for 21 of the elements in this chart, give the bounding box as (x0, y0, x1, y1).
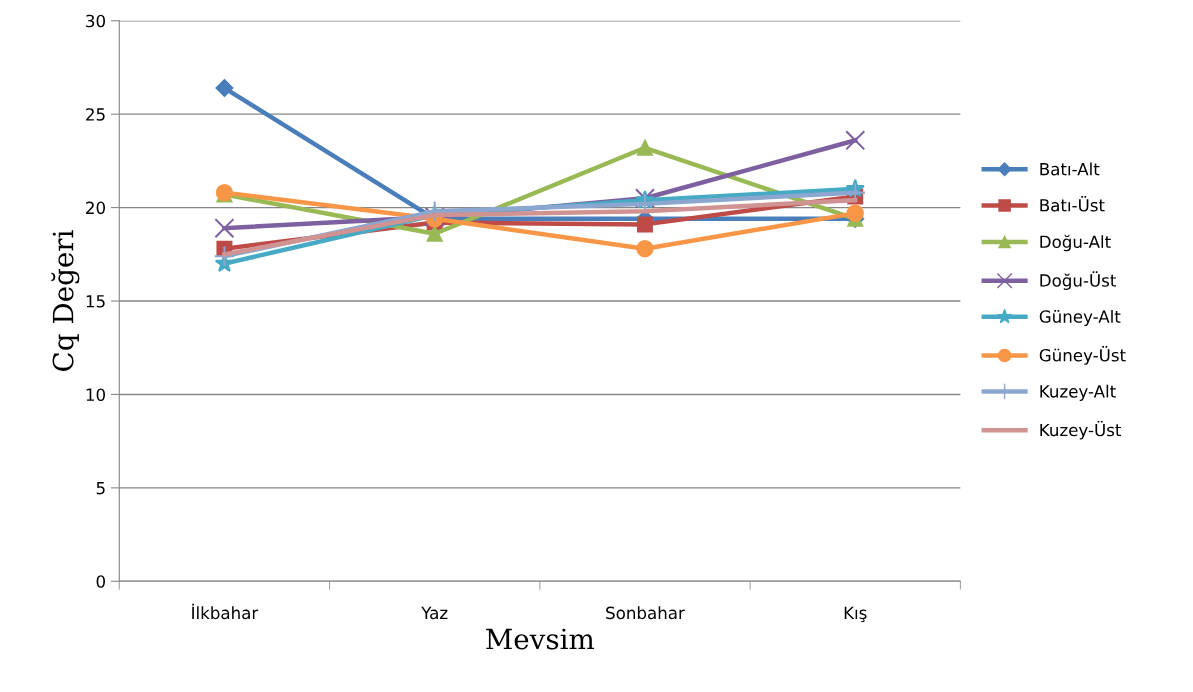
y-tick-label: 15 (86, 295, 105, 308)
legend-label: Batı-Alt (1040, 162, 1100, 176)
y-axis-title: Cq Değeri (51, 230, 80, 371)
y-tick-label: 30 (86, 14, 105, 28)
legend-label: Güney-Alt (1039, 309, 1121, 327)
legend-label: Kuzey-Alt (1040, 384, 1116, 401)
y-tick-label: 0 (96, 575, 105, 588)
y-tick-label: 5 (96, 482, 105, 495)
x-tick-label: Yaz (421, 606, 448, 620)
legend-label: Batı-Üst (1040, 196, 1105, 212)
y-tick-label: 20 (86, 201, 105, 215)
legend-label: Doğu-Alt (1040, 234, 1111, 252)
legend-label: Doğu-Üst (1040, 271, 1116, 290)
legend-label: Kuzey-Üst (1040, 420, 1122, 440)
x-tick-label: Kış (844, 606, 867, 623)
x-axis-title: Mevsim (486, 628, 595, 650)
y-tick-label: 25 (86, 108, 105, 121)
legend-label: Güney-Üst (1039, 346, 1126, 365)
x-tick-label: Sonbahar (606, 606, 685, 620)
y-tick-label: 10 (86, 388, 105, 402)
x-tick-label: İlkbahar (192, 603, 259, 620)
